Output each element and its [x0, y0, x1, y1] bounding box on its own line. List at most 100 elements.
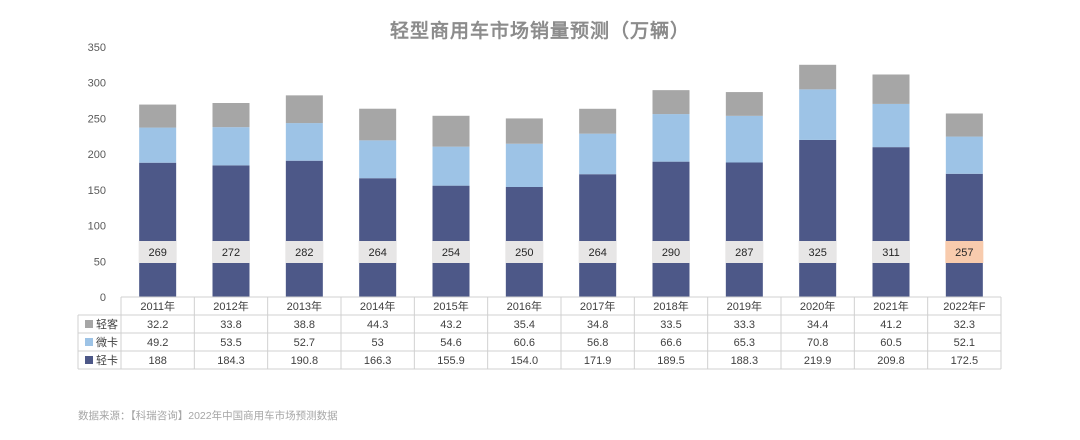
data-table-cell: 209.8 [877, 355, 905, 367]
data-table-cell: 171.9 [584, 355, 612, 367]
y-tick-label: 50 [94, 256, 106, 268]
bar-segment [872, 74, 910, 104]
legend-swatch [85, 320, 93, 328]
data-table-cell: 172.5 [951, 355, 979, 367]
bar-segment [579, 174, 617, 297]
bar-segment [799, 139, 837, 297]
total-label-box [798, 241, 837, 263]
data-table-cell: 52.1 [954, 337, 975, 349]
legend-label: 轻卡 [96, 353, 118, 367]
total-label: 282 [295, 247, 313, 259]
total-label-box [652, 241, 690, 263]
x-tick-label: 2014年 [360, 299, 395, 313]
data-table-cell: 34.4 [807, 319, 828, 331]
total-label-box [725, 241, 764, 263]
data-table-cell: 189.5 [657, 355, 685, 367]
bar-segment [945, 173, 983, 297]
data-table-cell: 184.3 [217, 355, 245, 367]
x-tick-label: 2012年 [213, 299, 248, 313]
y-tick-label: 300 [88, 78, 106, 90]
data-table-cell: 70.8 [807, 337, 828, 349]
bar-segment [285, 95, 323, 124]
source-note: 数据来源：【科瑞咨询】2022年中国商用车市场预测数据 [78, 410, 338, 422]
chart-title: 轻型商用车市场销量预测（万辆） [389, 21, 690, 42]
total-label-box [212, 241, 250, 263]
bar-segment [359, 108, 397, 141]
data-table-cell: 54.6 [440, 337, 461, 349]
total-label-box [505, 241, 544, 263]
bar-segment [872, 147, 910, 297]
bar-segment [212, 127, 250, 166]
x-tick-label: 2013年 [287, 299, 322, 313]
bar-segment [799, 64, 837, 90]
x-tick-label: 2015年 [433, 299, 468, 313]
x-tick-label: 2019年 [727, 299, 762, 313]
data-table-cell: 56.8 [587, 337, 608, 349]
data-table-cell: 44.3 [367, 319, 388, 331]
total-label: 254 [442, 247, 460, 259]
data-table-cell: 32.2 [147, 319, 168, 331]
y-tick-label: 0 [100, 292, 106, 304]
y-tick-label: 200 [88, 149, 106, 161]
data-table-cell: 52.7 [294, 337, 315, 349]
bar-segment [872, 103, 910, 148]
total-label: 257 [955, 247, 973, 259]
bar-segment [139, 162, 177, 297]
y-tick-label: 150 [88, 185, 106, 197]
data-table-cell: 49.2 [147, 337, 168, 349]
y-tick-label: 250 [88, 113, 106, 125]
total-label-box [358, 241, 397, 263]
total-label-box [578, 241, 617, 263]
data-table-cell: 35.4 [514, 319, 535, 331]
bar-segment [285, 160, 323, 297]
bar-segment [725, 92, 763, 116]
x-tick-label: 2018年 [653, 299, 688, 313]
bar-segment [799, 89, 837, 140]
x-tick-label: 2017年 [580, 299, 615, 313]
total-label: 269 [148, 247, 166, 259]
legend-label: 轻客 [96, 317, 118, 331]
bar-segment [579, 108, 617, 134]
data-table-cell: 43.2 [440, 319, 461, 331]
y-tick-label: 350 [88, 42, 106, 54]
bar-segment [652, 90, 690, 115]
bar-segment [212, 103, 250, 128]
bar-segment [725, 162, 763, 297]
total-label-box [138, 241, 177, 263]
data-table-cell: 33.5 [660, 319, 681, 331]
total-label-box [432, 241, 470, 263]
total-label-box [872, 241, 910, 263]
data-table-cell: 41.2 [880, 319, 901, 331]
total-label: 290 [662, 247, 680, 259]
total-label: 311 [882, 247, 900, 259]
bar-segment [505, 118, 543, 144]
legend-swatch [85, 338, 93, 346]
y-tick-label: 100 [88, 221, 106, 233]
bar-segment [505, 143, 543, 187]
bar-segment [945, 113, 983, 137]
total-label: 287 [735, 247, 753, 259]
total-label: 272 [222, 247, 240, 259]
bar-segment [579, 133, 617, 175]
total-label: 264 [588, 247, 606, 259]
bar-segment [359, 140, 397, 179]
bar-segment [139, 104, 177, 128]
data-table-cell: 53 [372, 337, 384, 349]
data-table-cell: 33.3 [734, 319, 755, 331]
total-label-box [285, 241, 324, 263]
total-label: 250 [515, 247, 533, 259]
x-tick-label: 2016年 [507, 299, 542, 313]
data-table-cell: 188.3 [731, 355, 759, 367]
legend-swatch [85, 356, 93, 364]
x-tick-label: 2011年 [140, 299, 175, 313]
bar-segment [945, 136, 983, 174]
total-label-box [945, 241, 984, 263]
data-table-cell: 190.8 [291, 355, 319, 367]
total-label: 325 [808, 247, 826, 259]
data-table-cell: 188 [148, 355, 166, 367]
data-table-cell: 65.3 [734, 337, 755, 349]
x-tick-label: 2021年 [873, 299, 908, 313]
data-table-cell: 38.8 [294, 319, 315, 331]
data-table-cell: 154.0 [511, 355, 539, 367]
